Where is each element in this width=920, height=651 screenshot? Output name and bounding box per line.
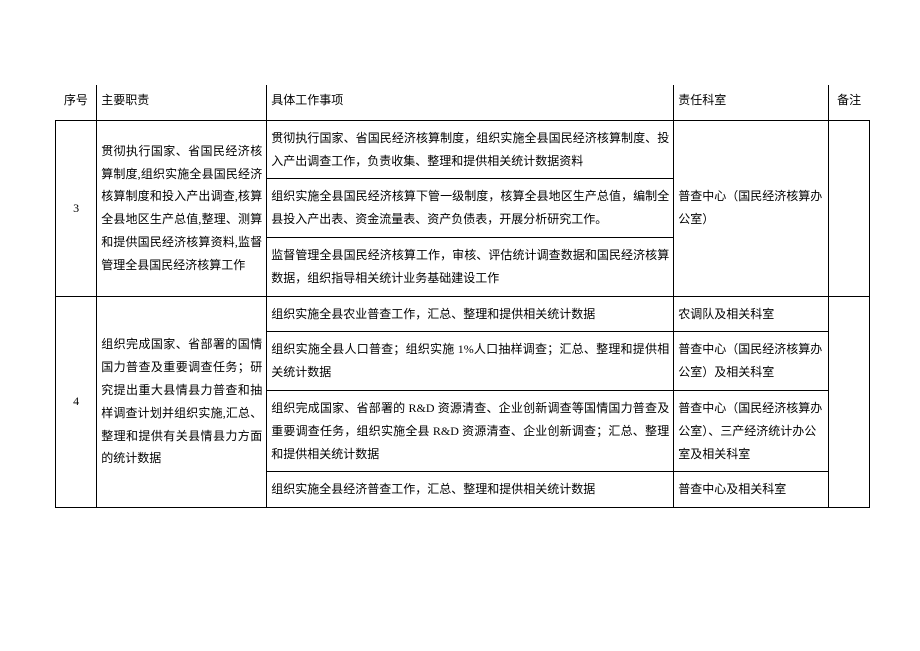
cell-dept: 农调队及相关科室	[674, 296, 829, 332]
header-work: 具体工作事项	[267, 85, 674, 120]
cell-seq: 4	[56, 296, 97, 508]
cell-dept: 普查中心（国民经济核算办公室）、三产经济统计办公室及相关科室	[674, 390, 829, 471]
cell-dept: 普查中心（国民经济核算办公室）	[674, 120, 829, 296]
header-dept: 责任科室	[674, 85, 829, 120]
cell-note	[828, 120, 869, 296]
cell-work: 组织实施全县人口普查；组织实施 1%人口抽样调查；汇总、整理和提供相关统计数据	[267, 332, 674, 391]
cell-work: 组织实施全县国民经济核算下管一级制度，核算全县地区生产总值，编制全县投入产出表、…	[267, 179, 674, 238]
cell-dept: 普查中心及相关科室	[674, 472, 829, 508]
cell-dept: 普查中心（国民经济核算办公室）及相关科室	[674, 332, 829, 391]
cell-duty: 组织完成国家、省部署的国情国力普查及重要调查任务；研究提出重大县情县力普查和抽样…	[97, 296, 267, 508]
table-header-row: 序号 主要职责 具体工作事项 责任科室 备注	[56, 85, 870, 120]
cell-work: 贯彻执行国家、省国民经济核算制度，组织实施全县国民经济核算制度、投入产出调查工作…	[267, 120, 674, 179]
responsibility-table: 序号 主要职责 具体工作事项 责任科室 备注 3 贯彻执行国家、省国民经济核算制…	[55, 85, 870, 508]
header-note: 备注	[828, 85, 869, 120]
cell-work: 组织实施全县经济普查工作，汇总、整理和提供相关统计数据	[267, 472, 674, 508]
cell-work: 组织完成国家、省部署的 R&D 资源清查、企业创新调查等国情国力普查及重要调查任…	[267, 390, 674, 471]
cell-work: 组织实施全县农业普查工作，汇总、整理和提供相关统计数据	[267, 296, 674, 332]
cell-work: 监督管理全县国民经济核算工作，审核、评估统计调查数据和国民经济核算数据，组织指导…	[267, 237, 674, 296]
table-row: 4 组织完成国家、省部署的国情国力普查及重要调查任务；研究提出重大县情县力普查和…	[56, 296, 870, 332]
header-seq: 序号	[56, 85, 97, 120]
cell-seq: 3	[56, 120, 97, 296]
document-page: 序号 主要职责 具体工作事项 责任科室 备注 3 贯彻执行国家、省国民经济核算制…	[0, 0, 920, 651]
cell-note	[828, 296, 869, 508]
table-row: 3 贯彻执行国家、省国民经济核算制度,组织实施全县国民经济核算制度和投入产出调查…	[56, 120, 870, 179]
cell-duty: 贯彻执行国家、省国民经济核算制度,组织实施全县国民经济核算制度和投入产出调查,核…	[97, 120, 267, 296]
header-duty: 主要职责	[97, 85, 267, 120]
